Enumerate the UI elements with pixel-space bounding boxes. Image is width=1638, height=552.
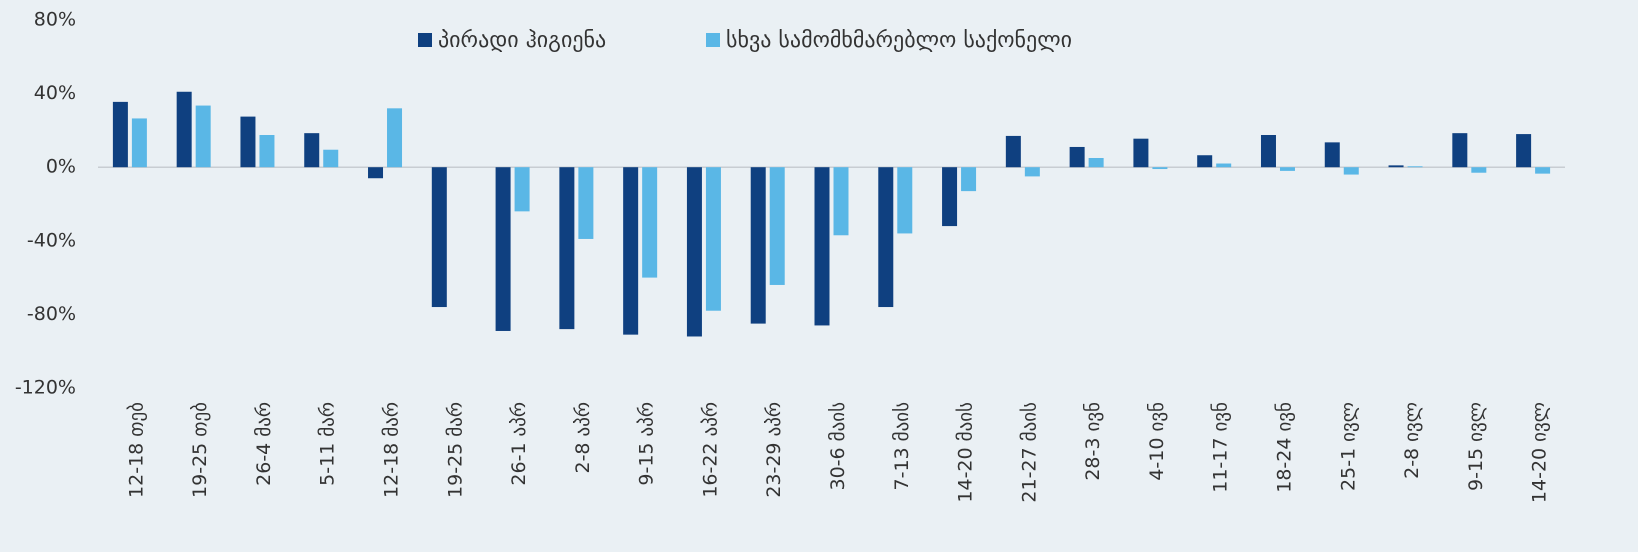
x-tick-label: 19-25 მარ [444, 402, 466, 498]
y-tick-label: -40% [27, 229, 76, 251]
legend-label: სხვა სამომხმარებლო საქონელი [726, 28, 1072, 53]
x-tick-label: 19-25 თებ [189, 402, 211, 498]
bar [1343, 167, 1359, 175]
bar [1516, 134, 1532, 168]
x-tick-label: 28-3 ივნ [1082, 402, 1104, 481]
bar [578, 167, 594, 239]
bar [623, 167, 639, 335]
x-tick-label: 12-18 თებ [125, 402, 147, 498]
bar [304, 133, 320, 168]
bar [1452, 133, 1468, 168]
bar [897, 167, 913, 234]
x-tick-label: 11-17 ივნ [1210, 402, 1232, 493]
bar [942, 167, 958, 227]
x-tick-label: 7-13 მაის [891, 402, 913, 491]
bar [387, 108, 403, 168]
bar [495, 167, 511, 331]
x-tick-label: 21-27 მაის [1018, 402, 1040, 503]
x-tick-label: 4-10 ივნ [1146, 402, 1168, 481]
bar [1133, 138, 1149, 168]
bar [323, 149, 339, 168]
bar [1216, 163, 1232, 168]
bar [431, 167, 447, 308]
bar [1471, 167, 1487, 173]
bar [1388, 165, 1404, 168]
x-tick-label: 9-15 ივლ [1465, 402, 1487, 491]
bar [1197, 155, 1213, 168]
bar [259, 135, 275, 168]
bar [131, 118, 147, 168]
bar [1024, 167, 1040, 177]
bar [559, 167, 575, 330]
bar [240, 116, 256, 168]
bar [1324, 142, 1340, 168]
x-tick-label: 25-1 ივლ [1337, 402, 1359, 491]
x-tick-label: 30-6 მაის [827, 402, 849, 491]
bar [1407, 166, 1423, 168]
bar [769, 167, 785, 285]
x-tick-label: 2-8 ივლ [1401, 402, 1423, 479]
x-tick-label: 9-15 აპრ [636, 402, 658, 486]
y-tick-label: -80% [27, 303, 76, 325]
x-tick-label: 23-29 აპრ [763, 402, 785, 498]
bar [642, 167, 658, 278]
bar [112, 101, 128, 168]
bar [514, 167, 530, 212]
bar [1005, 135, 1021, 168]
x-tick-label: 18-24 ივნ [1273, 402, 1295, 493]
bar [176, 91, 192, 168]
bar [368, 167, 384, 179]
bar [1152, 167, 1168, 170]
y-tick-label: 0% [46, 156, 76, 178]
x-tick-label: 16-22 აპრ [699, 402, 721, 498]
x-tick-label: 12-18 მარ [381, 402, 403, 498]
y-tick-label: 40% [34, 82, 76, 104]
bar [1069, 146, 1085, 168]
x-tick-label: 5-11 მარ [317, 402, 339, 486]
bar [1088, 158, 1104, 168]
x-tick-label: 26-1 აპრ [508, 402, 530, 486]
bar [814, 167, 830, 326]
x-tick-label: 14-20 მაის [955, 402, 977, 503]
x-tick-label: 14-20 ივლ [1529, 402, 1551, 503]
y-tick-label: -120% [15, 377, 76, 399]
bar [705, 167, 721, 311]
legend-swatch [418, 33, 432, 47]
bar [833, 167, 849, 236]
bar [1535, 167, 1551, 174]
bar [750, 167, 766, 324]
x-tick-label: 2-8 აპრ [572, 402, 594, 474]
bar [1279, 167, 1295, 171]
y-tick-label: 80% [34, 9, 76, 31]
bar [961, 167, 977, 192]
legend-label: პირადი ჰიგიენა [438, 28, 606, 53]
bar [878, 167, 894, 308]
bar [195, 105, 211, 168]
legend-swatch [706, 33, 720, 47]
bar [1260, 135, 1276, 168]
x-tick-label: 26-4 მარ [253, 402, 275, 486]
bar [686, 167, 702, 337]
